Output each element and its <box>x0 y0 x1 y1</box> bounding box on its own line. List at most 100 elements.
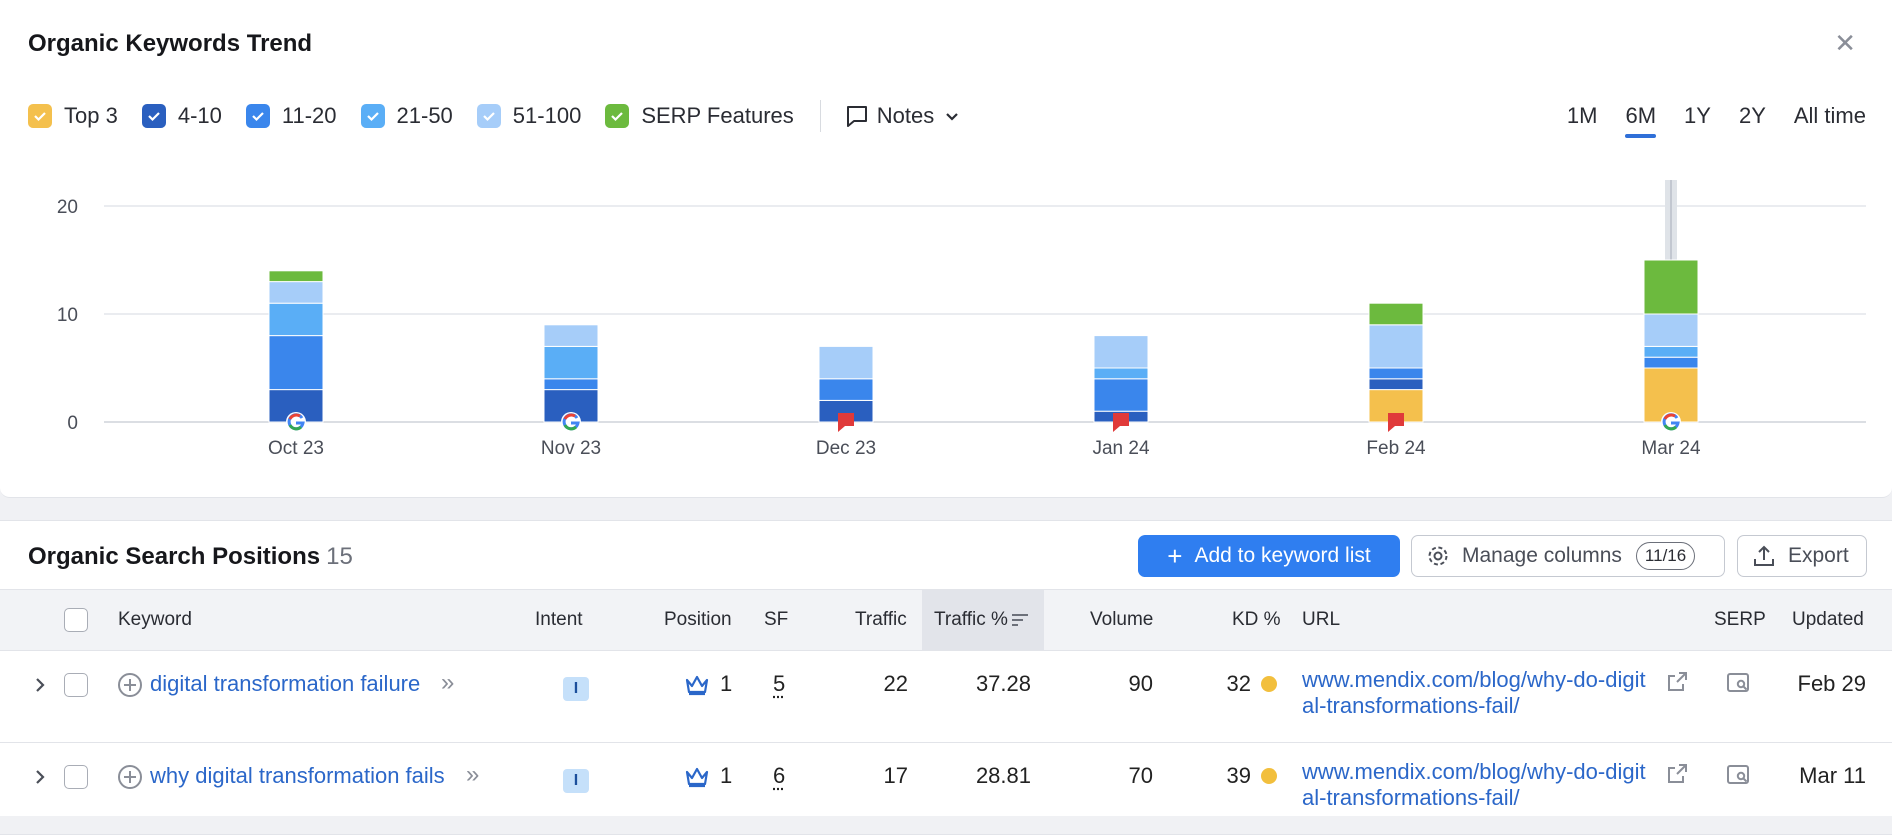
bar-segment[interactable] <box>544 346 598 378</box>
range-selector: 1M 6M 1Y 2Y All time <box>1539 100 1866 132</box>
col-traffic[interactable]: Traffic <box>855 590 907 650</box>
serp-icon[interactable] <box>1726 671 1752 695</box>
bar-segment[interactable] <box>544 379 598 390</box>
positions-title-text: Organic Search Positions <box>28 543 320 570</box>
url-link[interactable]: www.mendix.com/blog/why-do-digital-trans… <box>1302 759 1652 811</box>
legend-51-100[interactable]: 51-100 <box>477 103 582 129</box>
legend-4-10[interactable]: 4-10 <box>142 103 222 129</box>
bar-segment[interactable] <box>269 271 323 282</box>
traffic-value: 22 <box>884 671 908 697</box>
range-6m[interactable]: 6M <box>1625 100 1656 132</box>
notes-label: Notes <box>877 103 934 129</box>
bar-segment[interactable] <box>1644 357 1698 368</box>
checkbox-icon <box>142 104 166 128</box>
col-intent[interactable]: Intent <box>535 590 583 650</box>
note-flag-icon[interactable] <box>838 413 854 432</box>
bar-segment[interactable] <box>269 303 323 335</box>
row-checkbox[interactable] <box>64 765 88 789</box>
legend-21-50[interactable]: 21-50 <box>361 103 453 129</box>
sort-icon <box>1010 612 1030 628</box>
legend-label: 4-10 <box>178 103 222 129</box>
bar-segment[interactable] <box>1644 314 1698 346</box>
traffic-value: 17 <box>884 763 908 789</box>
google-icon[interactable] <box>286 412 306 432</box>
bar-segment[interactable] <box>269 282 323 304</box>
col-url[interactable]: URL <box>1302 590 1340 650</box>
bar-segment[interactable] <box>1369 379 1423 390</box>
col-volume[interactable]: Volume <box>1090 590 1153 650</box>
close-icon[interactable]: ✕ <box>1834 30 1856 56</box>
checkbox-icon <box>477 104 501 128</box>
legend-label: 11-20 <box>282 103 337 129</box>
add-to-keyword-list-button[interactable]: + Add to keyword list <box>1138 535 1400 577</box>
kd-number: 39 <box>1227 763 1251 788</box>
col-updated[interactable]: Updated <box>1792 590 1864 650</box>
add-circle-icon[interactable] <box>117 764 143 790</box>
range-2y[interactable]: 2Y <box>1739 100 1766 132</box>
bar-segment[interactable] <box>1094 368 1148 379</box>
table-header: Keyword Intent Position SF Traffic Traff… <box>0 589 1892 651</box>
x-tick-label: Feb 24 <box>1366 438 1426 459</box>
select-all-checkbox[interactable] <box>64 608 88 632</box>
serp-icon[interactable] <box>1726 763 1752 787</box>
intent-badge: I <box>563 673 589 701</box>
col-traffic-pct[interactable]: Traffic % <box>922 590 1044 650</box>
legend-top3[interactable]: Top 3 <box>28 103 118 129</box>
legend-serp-features[interactable]: SERP Features <box>605 103 793 129</box>
bar-segment[interactable] <box>1644 260 1698 314</box>
chevrons-right-icon[interactable]: » <box>441 669 454 697</box>
bar-segment[interactable] <box>1369 303 1423 325</box>
google-icon[interactable] <box>1661 412 1681 432</box>
keyword-link[interactable]: digital transformation failure <box>150 671 420 697</box>
legend-11-20[interactable]: 11-20 <box>246 103 337 129</box>
bar-segment[interactable] <box>819 346 873 378</box>
external-link-icon[interactable] <box>1665 762 1689 786</box>
add-circle-icon[interactable] <box>117 672 143 698</box>
bar-segment[interactable] <box>1369 368 1423 379</box>
note-flag-icon[interactable] <box>1113 413 1129 432</box>
chevron-right-icon[interactable] <box>32 675 48 695</box>
sf-value[interactable]: 6 <box>773 763 785 789</box>
checkbox-icon <box>28 104 52 128</box>
col-keyword[interactable]: Keyword <box>118 590 192 650</box>
x-tick-label: Dec 23 <box>816 438 876 459</box>
x-tick-label: Jan 24 <box>1092 438 1149 459</box>
intent-badge: I <box>563 765 589 793</box>
upload-icon <box>1752 544 1776 568</box>
external-link-icon[interactable] <box>1665 670 1689 694</box>
col-sf[interactable]: SF <box>764 590 788 650</box>
position-value: 1 <box>720 763 732 789</box>
range-1y[interactable]: 1Y <box>1684 100 1711 132</box>
bar-segment[interactable] <box>819 379 873 401</box>
kd-value: 39 <box>1227 763 1277 789</box>
range-all-time[interactable]: All time <box>1794 100 1866 132</box>
notes-dropdown[interactable]: Notes <box>845 103 970 129</box>
col-kd[interactable]: KD % <box>1232 590 1281 650</box>
manage-columns-button[interactable]: Manage columns 11/16 <box>1411 535 1725 577</box>
y-tick-label: 0 <box>67 413 78 434</box>
chevron-right-icon[interactable] <box>32 767 48 787</box>
bar-segment[interactable] <box>544 325 598 347</box>
bar-segment[interactable] <box>1094 379 1148 411</box>
manage-label: Manage columns <box>1462 544 1622 568</box>
keyword-link[interactable]: why digital transformation fails <box>150 763 445 789</box>
col-position[interactable]: Position <box>664 590 732 650</box>
col-serp[interactable]: SERP <box>1714 590 1766 650</box>
url-link[interactable]: www.mendix.com/blog/why-do-digital-trans… <box>1302 667 1652 719</box>
difficulty-dot <box>1261 768 1277 784</box>
note-flag-icon[interactable] <box>1388 413 1404 432</box>
bar-segment[interactable] <box>1369 325 1423 368</box>
export-button[interactable]: Export <box>1737 535 1867 577</box>
chevron-down-icon <box>942 106 962 126</box>
comment-icon <box>845 104 869 128</box>
range-1m[interactable]: 1M <box>1567 100 1598 132</box>
bar-segment[interactable] <box>269 336 323 390</box>
bar-segment[interactable] <box>1094 336 1148 368</box>
keywords-trend-chart: 01020Oct 23 Nov 23 Dec 23 Jan 24 Feb 24 Mar 2… <box>0 170 1892 470</box>
sf-value[interactable]: 5 <box>773 671 785 697</box>
bar-segment[interactable] <box>1644 346 1698 357</box>
row-checkbox[interactable] <box>64 673 88 697</box>
updated-value: Feb 29 <box>1798 671 1867 697</box>
google-icon[interactable] <box>561 412 581 432</box>
chevrons-right-icon[interactable]: » <box>466 761 479 789</box>
